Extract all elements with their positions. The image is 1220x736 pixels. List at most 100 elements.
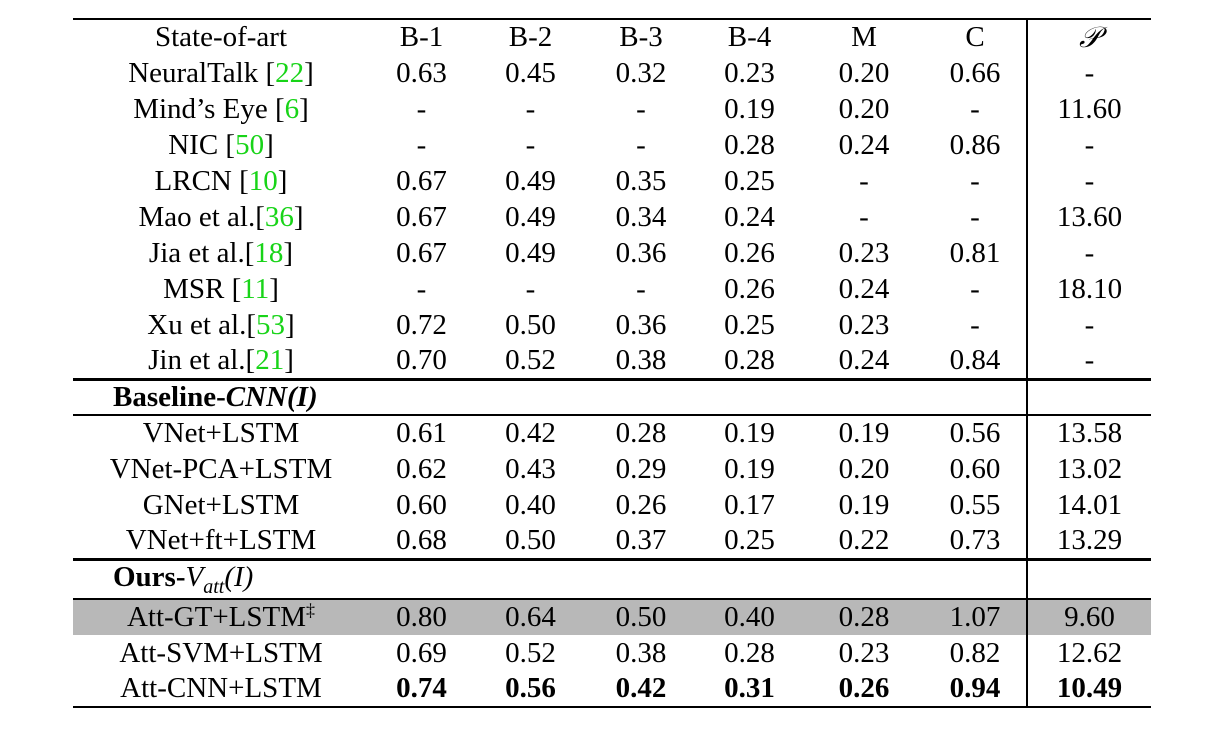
cell-b4: 0.26 [724,236,775,269]
cell-p: 18.10 [1026,271,1151,307]
cell-b2: 0.50 [505,308,556,341]
cell-p: 13.60 [1026,199,1151,235]
cell-b4: 0.25 [724,523,775,556]
cell-b2: 0.40 [505,488,556,521]
table-row: VNet+LSTM 0.61 0.42 0.28 0.19 0.19 0.56 13.58 [73,414,1151,451]
method-name: NeuralTalk [22] [73,55,369,91]
cell-p: - [1026,235,1151,271]
cell-c: 0.55 [949,488,1001,521]
header-method: State-of-art [73,18,369,55]
cell-c: - [970,200,980,233]
cell-b2: 0.52 [505,636,556,669]
cell-p: 13.58 [1026,414,1151,451]
cell-p: - [1026,127,1151,163]
citation-bracket: ] [269,272,279,305]
cell-b3: 0.28 [587,414,695,451]
cell-b3: - [636,128,646,161]
cell-b4: 0.26 [724,272,775,305]
cell-c: - [970,272,980,305]
table-row: VNet-PCA+LSTM 0.62 0.43 0.29 0.19 0.20 0.60 13.… [73,451,1151,487]
cell-m: 0.20 [838,92,890,125]
citation-bracket: ] [264,128,274,161]
cell-m: 0.26 [804,671,924,709]
section-ours: Ours-Vatt(I) [73,557,1151,600]
citation-bracket: ] [304,56,314,89]
cell-m: 0.19 [804,414,924,451]
method-name: Att-GT+LSTM‡ [73,598,369,636]
citation-bracket: ] [283,236,294,269]
section-math: Vatt(I) [185,560,254,598]
double-dagger-mark: ‡ [306,600,316,621]
cell-b2: 0.49 [505,200,556,233]
cell-b1: 0.67 [396,236,447,269]
cell-p: 11.60 [1026,91,1151,127]
cell-b4: 0.19 [724,92,775,125]
cell-b1: 0.68 [396,523,447,556]
cell-b3: 0.50 [587,598,695,636]
cell-b4: 0.23 [724,56,775,89]
cell-c: - [970,308,980,341]
cell-b3: 0.32 [615,56,667,89]
table-row: Xu et al.[53] 0.72 0.50 0.36 0.25 0.23 - - [73,307,1151,343]
method-label: Att-CNN+LSTM [120,672,322,705]
method-label: LRCN [ [154,164,249,197]
citation-ref: 10 [248,164,278,197]
cell-m: 0.19 [838,488,890,521]
citation-ref: 21 [255,343,285,376]
table-row: Jin et al.[21] 0.70 0.52 0.38 0.28 0.24 0.84- [73,343,1151,379]
cell-b3: 0.38 [615,343,667,376]
cell-b3: - [636,92,646,125]
cell-p: - [1026,163,1151,199]
table-row: Att-SVM+LSTM 0.69 0.52 0.38 0.28 0.23 0.82 12.6… [73,635,1151,672]
cell-c: - [970,164,980,197]
cell-m: 0.23 [838,636,890,669]
cell-b1: 0.67 [396,200,447,233]
section-prefix: Ours- [113,560,186,593]
cell-c: 0.56 [924,414,1027,451]
method-name: Jia et al.[18] [73,235,369,271]
table-row: Jia et al.[18] 0.67 0.49 0.36 0.26 0.23 0.81- [73,235,1151,271]
citation-ref: 53 [256,308,286,341]
cell-b2: 0.49 [505,236,556,269]
cell-p: - [1026,55,1151,91]
cell-p: 13.29 [1026,523,1151,559]
citation-ref: 22 [275,56,305,89]
header-meteor: M [804,18,924,55]
cell-b4: 0.28 [724,343,775,376]
cell-b4: 0.28 [724,128,775,161]
method-name: VNet+LSTM [73,414,369,451]
cell-m: 0.20 [838,452,890,485]
method-label: Jia et al.[ [148,236,255,269]
cell-p: 13.02 [1026,451,1151,487]
cell-m: 0.24 [838,272,890,305]
results-table: State-of-art B-1 B-2 B-3 B-4 M C 𝒫 Neura… [73,18,1151,709]
cell-b1: 0.72 [396,308,447,341]
method-name: VNet-PCA+LSTM [109,452,333,485]
cell-c: 0.94 [924,671,1027,709]
cell-b2: 0.42 [474,414,587,451]
cell-b4: 0.40 [695,598,804,636]
cell-b3: 0.37 [615,523,667,556]
cell-b4: 0.31 [695,671,804,709]
table-row: NeuralTalk [22] 0.63 0.45 0.32 0.23 0.20 0.66- [73,55,1151,91]
cell-p: 12.62 [1026,635,1151,672]
citation-bracket: ] [299,92,309,125]
cell-b1: - [416,92,427,125]
cell-b2: 0.43 [505,452,556,485]
cell-b1: - [416,272,427,305]
section-baseline: Baseline-CNN(I) [73,377,1151,415]
method-label: Xu et al.[ [147,308,257,341]
header-perplexity: 𝒫 [1026,18,1151,55]
method-label: NIC [ [168,128,236,161]
cell-b1: 0.67 [396,164,447,197]
citation-ref: 11 [241,272,270,305]
table-row: Att-GT+LSTM‡ 0.80 0.64 0.50 0.40 0.28 1.07 9.60 [73,598,1151,636]
table-row: Mao et al.[36] 0.67 0.49 0.34 0.24 - - 13.60 [73,199,1151,235]
header-b4: B-4 [695,18,804,55]
header-b1: B-1 [369,18,474,55]
method-name: MSR [11] [73,271,369,307]
cell-b1: 0.74 [369,671,474,709]
cell-m: 0.24 [838,128,890,161]
cell-p: 14.01 [1026,487,1151,523]
cell-b1: 0.60 [396,488,447,521]
